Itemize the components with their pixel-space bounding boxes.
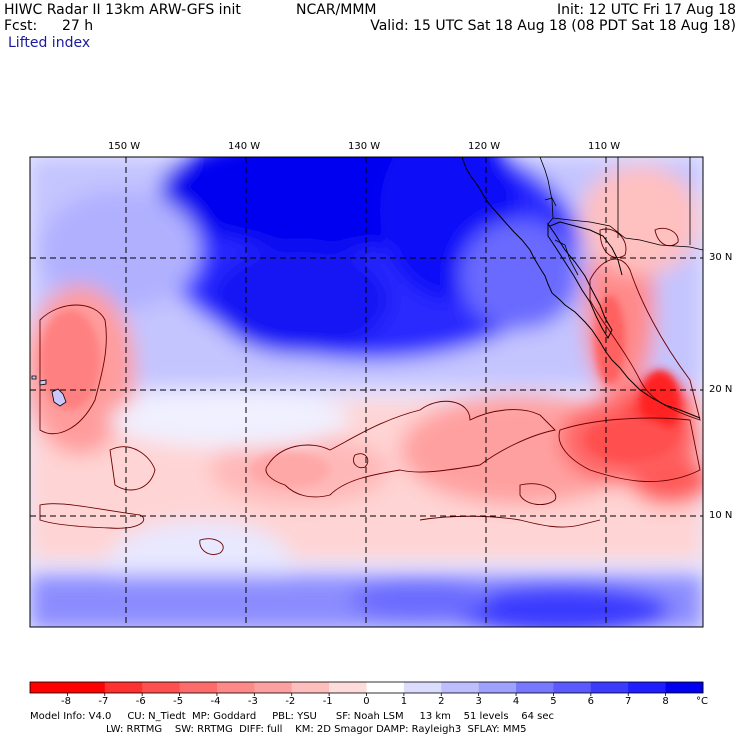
colorbar-cell — [628, 682, 667, 693]
colorbar-cell — [366, 682, 405, 693]
colorbar-cell — [104, 682, 143, 693]
colorbar-cell — [478, 682, 517, 693]
colorbar-cell — [67, 682, 106, 693]
colorbar-cell — [441, 682, 480, 693]
political-borders — [539, 157, 703, 276]
model-info-line1: Model Info: V4.0 CU: N_Tiedt MP: Goddard… — [30, 711, 555, 722]
colorbar-tick-label: -4 — [210, 696, 221, 707]
init-time: Init: 12 UTC Fri 17 Aug 18 — [556, 2, 736, 18]
colorbar-tick-label: 8 — [662, 696, 669, 707]
colorbar-tick-label: 2 — [438, 696, 445, 707]
lon-label-150w: 150 W — [108, 141, 141, 152]
lifted-index-contours — [39, 227, 701, 555]
coastline — [461, 157, 701, 419]
forecast-hour: 27 h — [62, 18, 94, 34]
colorbar-tick-label: -8 — [60, 696, 71, 707]
colorbar-cell — [553, 682, 592, 693]
lat-lon-grid — [30, 157, 703, 627]
lat-label-20n: 20 N — [709, 384, 733, 395]
colorbar-cell — [590, 682, 629, 693]
colorbar-cell — [665, 682, 704, 693]
colorbar-cell — [216, 682, 255, 693]
colorbar-cell — [30, 682, 68, 693]
colorbar-cell — [516, 682, 554, 693]
colorbar-cell — [329, 682, 367, 693]
lon-label-130w: 130 W — [348, 141, 381, 152]
colorbar-cell — [291, 682, 330, 693]
colorbar-tick-label: -3 — [247, 696, 258, 707]
colorbar-unit: °C — [696, 696, 708, 707]
model-info-line2: LW: RRTMG SW: RRTMG DIFF: full KM: 2D Sm… — [106, 724, 527, 735]
forecast-label: Fcst: — [4, 18, 38, 34]
colorbar-tick-label: -2 — [285, 696, 296, 707]
colorbar-cell — [254, 682, 293, 693]
colorbar — [29, 681, 704, 696]
colorbar-cell — [403, 682, 442, 693]
colorbar-tick-label: 0 — [363, 696, 370, 707]
colorbar-tick-label: 6 — [587, 696, 594, 707]
colorbar-cell — [179, 682, 218, 693]
lon-label-140w: 140 W — [228, 141, 261, 152]
model-title: HIWC Radar II 13km ARW-GFS init — [4, 2, 241, 18]
map-frame — [29, 156, 704, 628]
colorbar-tick-label: -5 — [173, 696, 184, 707]
colorbar-cell — [142, 682, 181, 693]
colorbar-tick-label: 4 — [512, 696, 520, 707]
colorbar-tick-label: 5 — [550, 696, 557, 707]
colorbar-tick-label: 3 — [475, 696, 482, 707]
colorbar-tick-label: 1 — [400, 696, 408, 707]
valid-time: Valid: 15 UTC Sat 18 Aug 18 (08 PDT Sat … — [370, 18, 736, 34]
field-name: Lifted index — [8, 35, 91, 51]
lon-label-110w: 110 W — [588, 141, 621, 152]
source-label: NCAR/MMM — [296, 2, 377, 18]
lat-label-10n: 10 N — [709, 510, 733, 521]
hawaii-islands — [31, 375, 67, 407]
colorbar-tick-label: 7 — [625, 696, 632, 707]
colorbar-tick-label: -1 — [322, 696, 333, 707]
lat-label-30n: 30 N — [709, 252, 733, 263]
map-field — [30, 157, 703, 627]
lon-label-120w: 120 W — [468, 141, 501, 152]
colorbar-tick-label: -7 — [98, 696, 109, 707]
colorbar-tick-label: -6 — [135, 696, 146, 707]
